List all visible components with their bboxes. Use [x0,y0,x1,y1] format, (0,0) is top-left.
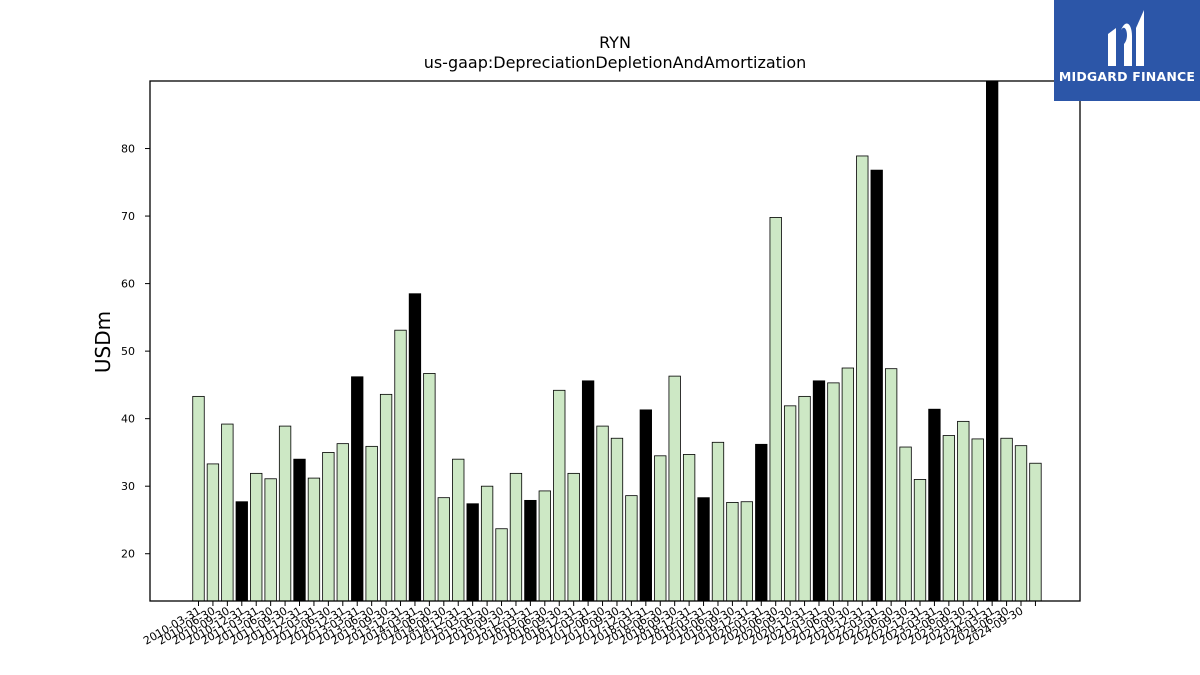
bar-2017-12-31 [625,495,638,602]
x-axis: 2010-03-312010-06-302010-09-302010-12-31… [141,601,1036,648]
bar-2020-09-30 [783,405,797,602]
y-tick-label: 50 [121,345,135,358]
bar-2020-03-31 [755,443,768,602]
bar-2012-03-31 [307,477,321,602]
y-tick-label: 70 [121,210,135,223]
bar-2017-06-30 [596,425,609,602]
bar-2022-09-30 [899,446,912,602]
bar-2014-06-30 [423,373,436,602]
bar-2023-03-31 [928,408,941,602]
chart-title: RYN [599,33,631,52]
bar-2021-03-31 [812,380,826,602]
bar-2014-09-30 [437,497,450,602]
bar-2016-09-30 [553,389,566,602]
bar-2020-12-31 [798,395,811,602]
bar-2010-12-31 [235,501,248,602]
bar-2022-12-31 [913,479,927,602]
bar-2019-03-31 [697,497,710,602]
bar-2021-09-30 [841,367,854,602]
bar-2020-06-30 [769,217,782,602]
bar-2016-03-31 [524,499,537,602]
y-tick-label: 20 [121,548,135,561]
bar-2015-03-31 [466,503,479,602]
y-tick-label: 30 [121,480,135,493]
bar-2012-06-30 [322,452,335,602]
bar-2018-06-30 [654,455,667,602]
bar-2018-03-31 [639,409,652,602]
bar-2013-12-31 [394,329,407,602]
brand-logo: MIDGARD FINANCE [1054,0,1200,101]
bar-2024-06-30 [1000,437,1013,602]
bar-2014-03-31 [408,293,422,602]
bar-2024-09-30 [1014,445,1028,602]
y-axis-label: USDm [91,311,115,373]
bar-2012-12-31 [336,443,349,602]
bar-2022-06-30 [884,368,898,602]
bar-2011-03-31 [250,472,263,602]
bar-2023-06-30 [942,435,956,602]
y-tick-label: 40 [121,413,135,426]
bar-2011-06-30 [264,478,277,602]
bars-group [192,80,1042,602]
bar-2011-09-30 [278,425,292,602]
bar-2017-09-30 [610,437,624,602]
y-tick-label: 80 [121,143,135,156]
bar-2023-09-30 [957,420,970,602]
bar-2017-03-31 [581,380,595,602]
brand-mark-icon [1108,10,1144,66]
y-tick-label: 60 [121,278,135,291]
bar-2015-12-31 [509,472,523,602]
bar-2022-03-31 [870,169,883,602]
bar-2018-12-31 [682,454,696,602]
bar-2013-03-31 [351,376,364,602]
chart-subtitle: us-gaap:DepreciationDepletionAndAmortiza… [423,53,807,72]
plot-frame [149,80,1081,602]
bar-2010-03-31 [192,395,205,602]
bar-2023-12-31 [971,438,984,602]
bar-2024-03-31 [986,80,999,602]
bar-2010-09-30 [221,423,234,602]
bar-2015-06-30 [480,485,494,602]
bar-2021-06-30 [827,382,840,602]
y-axis: 20 30 40 50 60 70 80 [121,143,150,561]
bar-2019-06-30 [711,441,725,602]
bar-undefined [1029,462,1042,602]
bar-2015-09-30 [495,528,508,602]
bar-2016-12-31 [567,472,580,602]
bar-2019-09-30 [726,501,739,602]
bar-2014-12-31 [452,458,465,602]
bar-2010-06-30 [206,463,220,602]
bar-2019-12-31 [740,501,753,602]
brand-name: MIDGARD FINANCE [1058,69,1196,84]
bar-2021-12-31 [856,155,869,602]
bar-2013-09-30 [379,393,393,602]
bar-2013-06-30 [365,445,378,602]
bar-2016-06-30 [538,490,551,602]
bar-2018-09-30 [668,375,681,602]
bar-2011-12-31 [293,458,306,602]
